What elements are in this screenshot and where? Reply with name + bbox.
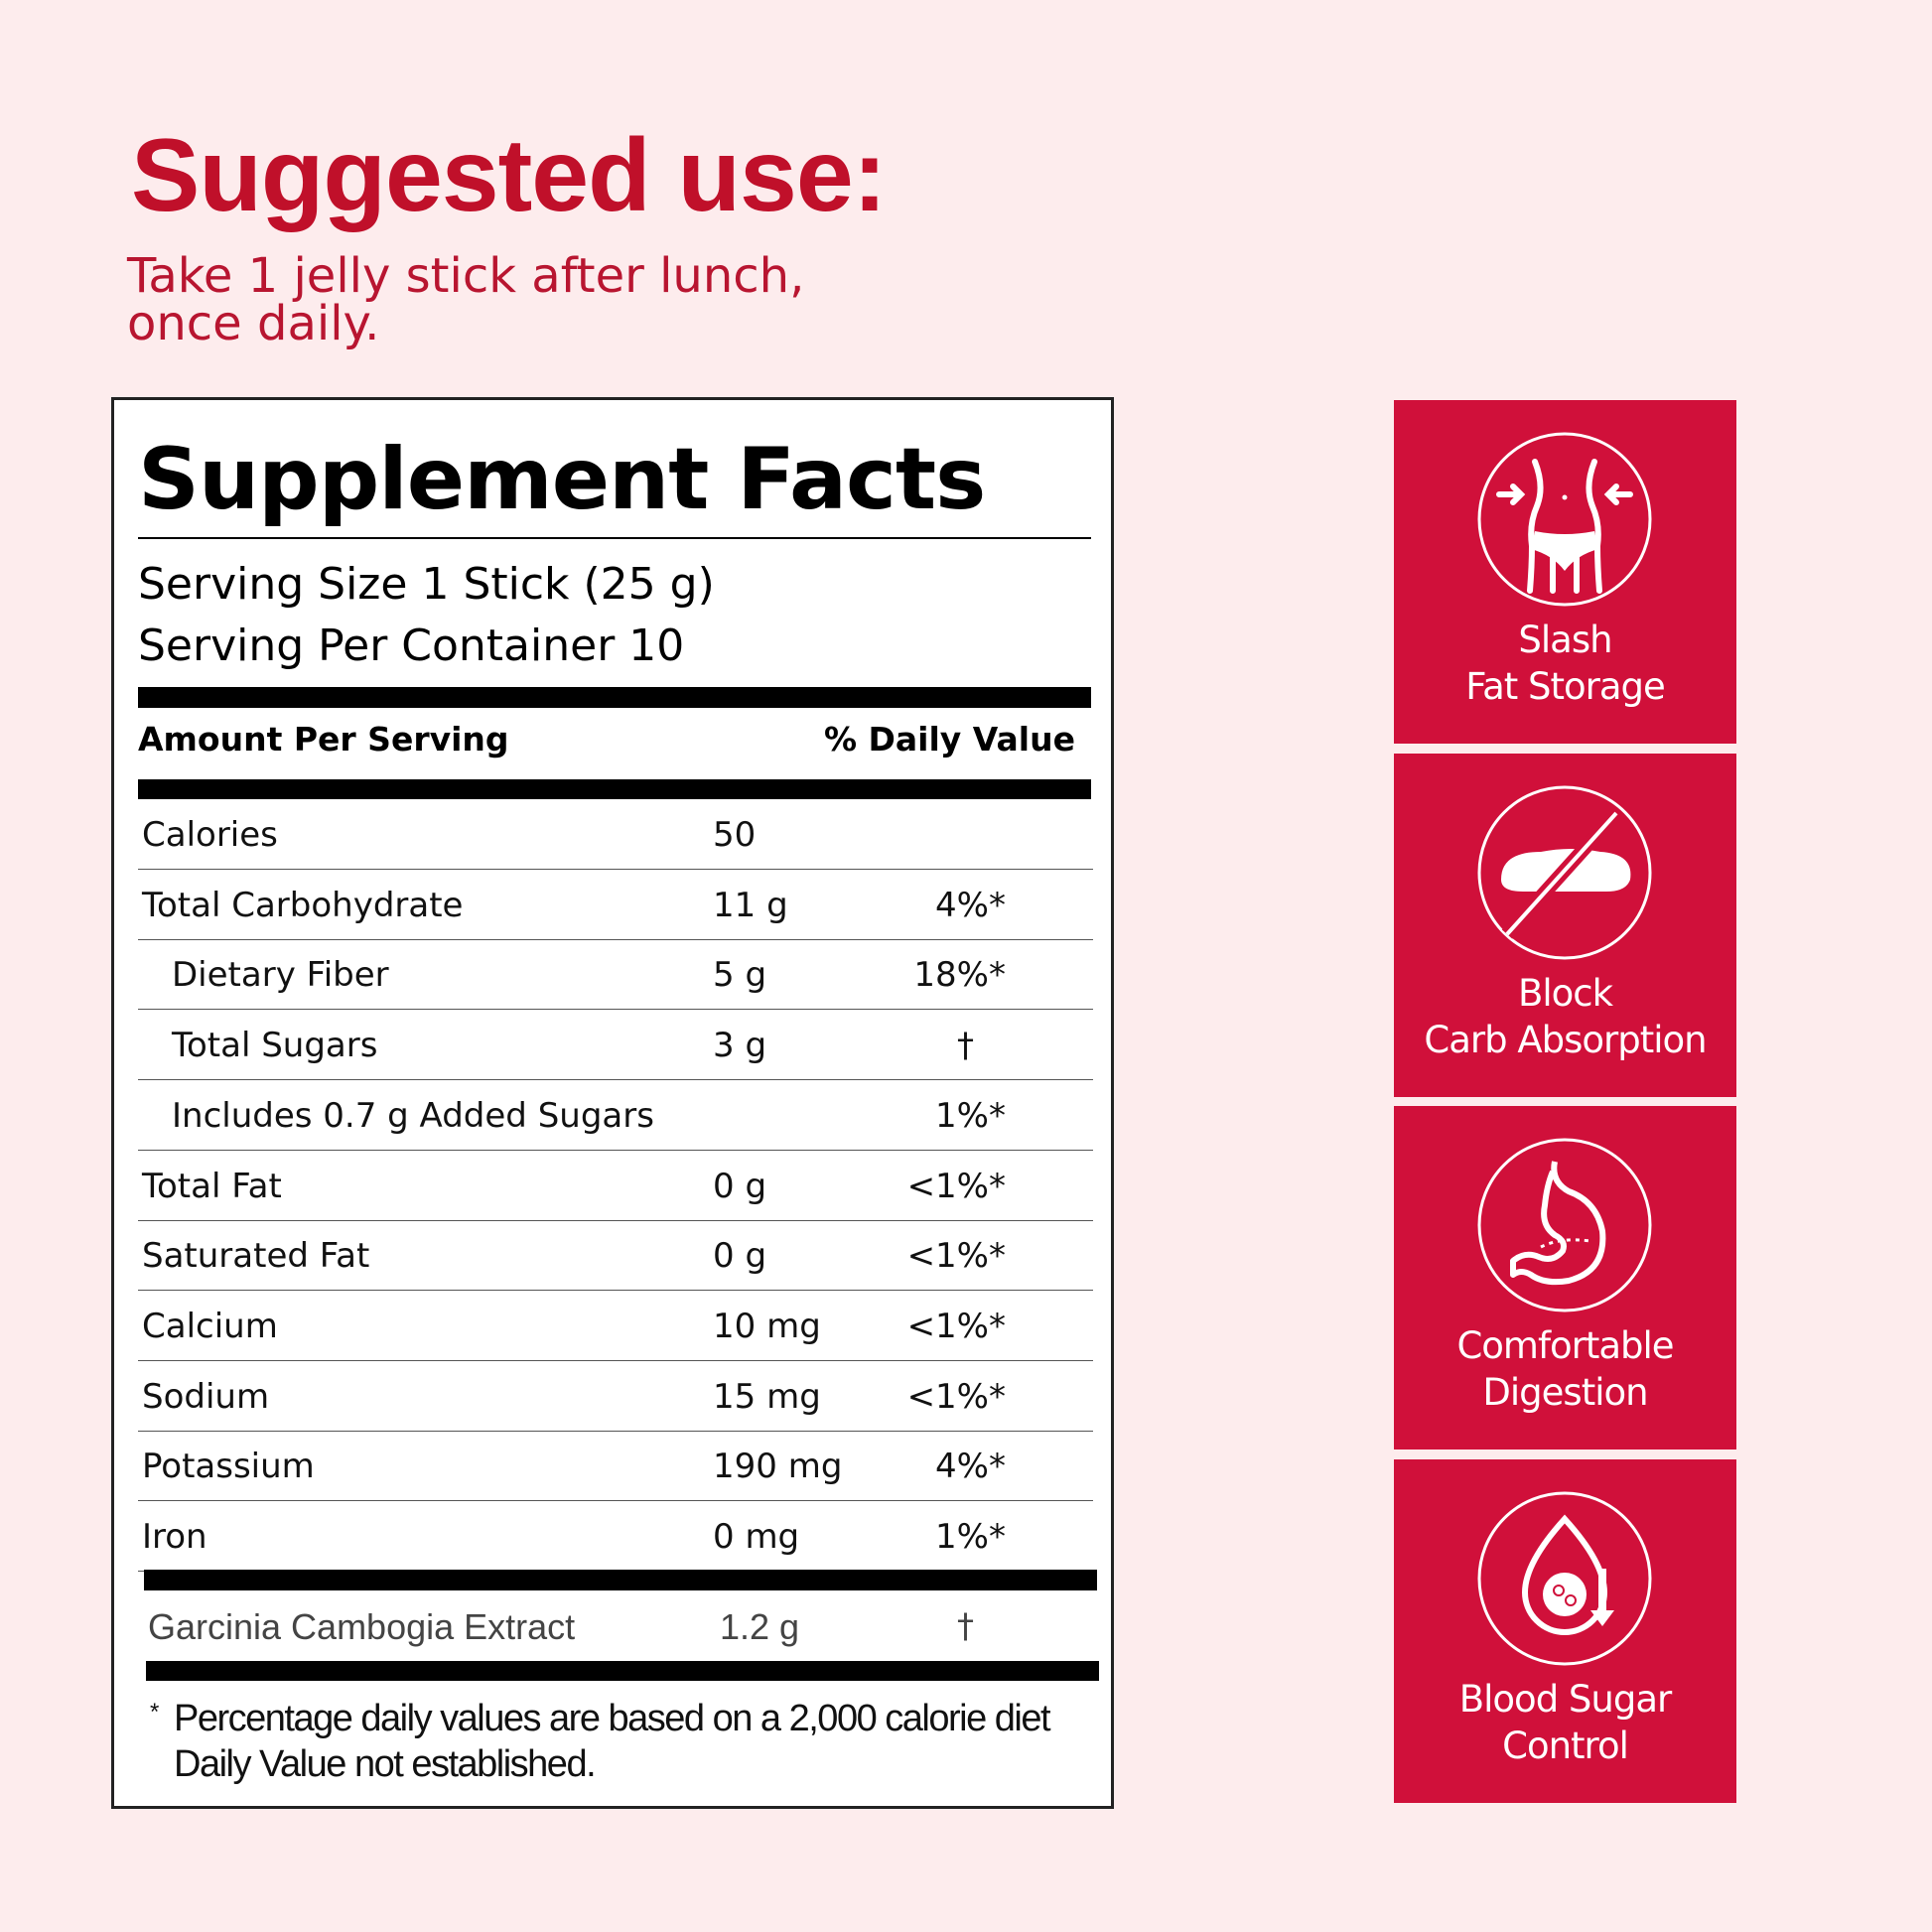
nutrient-name: Calcium [142, 1306, 278, 1346]
nutrient-name: Total Sugars [172, 1026, 378, 1066]
dv-header: % Daily Value [823, 720, 1075, 759]
nutrient-row: Total Fat 0 g <1%* [138, 1151, 1093, 1221]
nutrient-name: Garcinia Cambogia Extract [148, 1606, 576, 1647]
divider [138, 779, 1091, 799]
suggested-use-line: Take 1 jelly stick after lunch, [127, 248, 805, 304]
benefit-label-line: Blood Sugar [1458, 1678, 1673, 1721]
nutrient-name: Calories [142, 815, 278, 855]
nutrient-name: Saturated Fat [142, 1236, 370, 1277]
nutrient-dv: † [957, 1026, 974, 1066]
nutrient-amount: 5 g [713, 955, 767, 996]
benefit-label: Comfortable Digestion [1394, 1322, 1736, 1416]
nutrient-dv: 4%* [935, 885, 1006, 925]
nutrient-name: Total Fat [142, 1166, 282, 1206]
nutrient-dv: 1%* [935, 1517, 1006, 1557]
footnote-line: Daily Value not established. [174, 1743, 597, 1785]
nutrient-row: Total Sugars 3 g † [138, 1010, 1093, 1081]
supplement-facts-panel: Supplement Facts Serving Size 1 Stick (2… [111, 397, 1114, 1809]
benefit-label: Slash Fat Storage [1394, 617, 1736, 710]
nutrient-amount: 0 g [713, 1236, 767, 1277]
nutrient-amount: 11 g [713, 885, 788, 925]
benefit-label-line: Control [1502, 1725, 1629, 1767]
nutrient-amount: 3 g [713, 1026, 767, 1066]
amount-header: Amount Per Serving [138, 720, 509, 759]
nutrient-name: Sodium [142, 1376, 270, 1417]
nutrient-row: Total Carbohydrate 11 g 4%* [138, 870, 1093, 940]
benefit-label: Blood Sugar Control [1394, 1676, 1736, 1769]
divider [138, 537, 1091, 539]
servings-per-container: Serving Per Container 10 [138, 621, 685, 671]
benefit-card: Comfortable Digestion [1394, 1106, 1736, 1449]
suggested-use-line: once daily. [127, 296, 380, 351]
nutrient-amount: 50 [713, 815, 757, 855]
benefit-label-line: Fat Storage [1465, 665, 1666, 708]
nutrient-name: Potassium [142, 1447, 315, 1487]
benefit-label-line: Digestion [1482, 1371, 1648, 1414]
nutrient-amount: 10 mg [713, 1306, 821, 1346]
blood-sugar-icon [1477, 1491, 1652, 1666]
nutrient-row: Saturated Fat 0 g <1%* [138, 1220, 1093, 1292]
benefit-label-line: Comfortable [1456, 1324, 1674, 1367]
benefit-card: Blood Sugar Control [1394, 1459, 1736, 1803]
stomach-icon [1477, 1138, 1652, 1312]
divider [144, 1570, 1097, 1590]
nutrient-row: Iron 0 mg 1%* [138, 1501, 1093, 1572]
nutrient-amount: 0 mg [713, 1517, 800, 1557]
benefit-label-line: Block [1517, 972, 1613, 1015]
extract-row: Garcinia Cambogia Extract 1.2 g † [138, 1590, 1093, 1661]
waist-slim-icon [1477, 432, 1652, 607]
nutrient-dv: 18%* [913, 955, 1006, 996]
facts-title: Supplement Facts [138, 430, 986, 529]
nutrient-amount: 190 mg [713, 1447, 843, 1487]
serving-size: Serving Size 1 Stick (25 g) [138, 559, 715, 610]
nutrient-dv: <1%* [906, 1166, 1006, 1206]
benefit-card: Slash Fat Storage [1394, 400, 1736, 744]
nutrient-dv: † [957, 1606, 974, 1646]
benefit-label: Block Carb Absorption [1394, 970, 1736, 1063]
nutrient-row: Calories 50 [138, 799, 1093, 870]
benefit-label-line: Slash [1518, 619, 1612, 661]
nutrient-amount: 0 g [713, 1166, 767, 1206]
nutrient-name: Iron [142, 1517, 207, 1557]
footnote-line: Percentage daily values are based on a 2… [174, 1698, 1051, 1739]
nutrient-row: Calcium 10 mg <1%* [138, 1291, 1093, 1361]
suggested-use-title: Suggested use: [131, 118, 887, 233]
benefit-label-line: Carb Absorption [1424, 1019, 1707, 1061]
nutrient-row: Includes 0.7 g Added Sugars 1%* [138, 1080, 1093, 1151]
divider [138, 687, 1091, 708]
nutrient-row: Dietary Fiber 5 g 18%* [138, 939, 1093, 1011]
nutrient-row: Potassium 190 mg 4%* [138, 1431, 1093, 1502]
benefit-card: Block Carb Absorption [1394, 754, 1736, 1097]
nutrient-name: Total Carbohydrate [142, 885, 464, 925]
nutrient-name: Dietary Fiber [172, 955, 389, 996]
nutrient-amount: 1.2 g [720, 1606, 800, 1647]
nutrient-dv: <1%* [906, 1376, 1006, 1417]
nutrient-row: Sodium 15 mg <1%* [138, 1361, 1093, 1432]
footnote: * Percentage daily values are based on a… [150, 1696, 1051, 1787]
no-bread-icon [1477, 785, 1652, 960]
nutrient-dv: 4%* [935, 1447, 1006, 1487]
nutrient-dv: <1%* [906, 1236, 1006, 1277]
divider [146, 1661, 1099, 1681]
nutrient-amount: 15 mg [713, 1376, 821, 1417]
footnote-mark: * [150, 1699, 159, 1725]
nutrient-name: Includes 0.7 g Added Sugars [172, 1095, 654, 1136]
nutrient-dv: 1%* [935, 1095, 1006, 1136]
suggested-use-text: Take 1 jelly stick after lunch, once dai… [127, 252, 804, 347]
nutrient-dv: <1%* [906, 1306, 1006, 1346]
